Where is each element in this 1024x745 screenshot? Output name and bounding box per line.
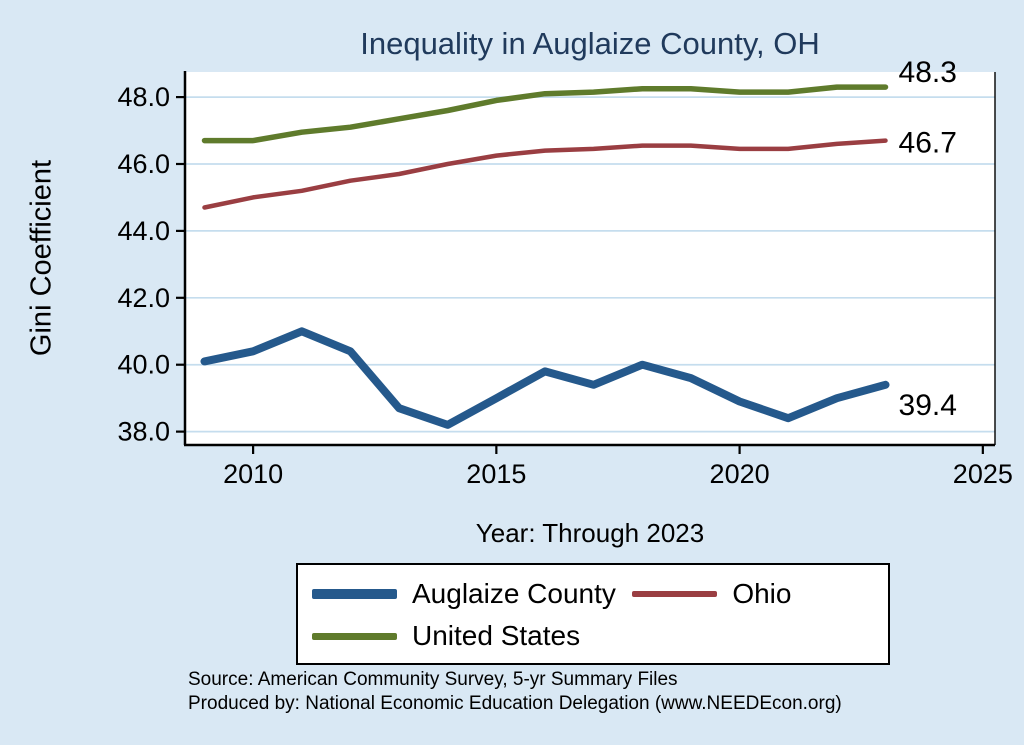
x-axis-label: Year: Through 2023 xyxy=(475,518,705,548)
y-axis-label: Gini Coefficient xyxy=(25,159,58,357)
series-end-label-auglaize-county: 39.4 xyxy=(899,389,957,422)
chart-title: Inequality in Auglaize County, OH xyxy=(360,26,820,61)
series-end-label-ohio: 46.7 xyxy=(899,127,957,160)
series-line-auglaize-county xyxy=(200,327,890,429)
legend-item-ohio: Ohio xyxy=(632,578,874,610)
y-tick-label: 46.0 xyxy=(117,149,170,179)
series-line-united-states xyxy=(201,84,889,144)
source-line-2: Produced by: National Economic Education… xyxy=(188,692,842,714)
legend-item-united-states: United States xyxy=(312,620,632,652)
y-tick-label: 44.0 xyxy=(117,216,170,246)
legend-label: Auglaize County xyxy=(412,578,616,609)
source-note: Source: American Community Survey, 5-yr … xyxy=(188,668,842,716)
legend-label: Ohio xyxy=(732,578,792,609)
x-tick-label: 2015 xyxy=(466,459,526,489)
x-tick-label: 2020 xyxy=(710,459,770,489)
series-line-ohio xyxy=(202,138,888,210)
legend-item-auglaize-county: Auglaize County xyxy=(312,578,632,610)
source-line-1: Source: American Community Survey, 5-yr … xyxy=(188,669,678,690)
y-tick-label: 42.0 xyxy=(117,283,170,313)
legend-label: United States xyxy=(412,620,581,651)
y-tick-label: 48.0 xyxy=(117,82,170,112)
x-tick-label: 2010 xyxy=(223,459,283,489)
y-tick-label: 40.0 xyxy=(117,350,170,380)
y-tick-label: 38.0 xyxy=(117,417,170,447)
legend-line-swatch-auglaize xyxy=(312,589,397,599)
series-end-label-united-states: 48.3 xyxy=(899,56,957,89)
legend-line-swatch-ohio xyxy=(632,591,718,597)
legend-line-swatch-united-states xyxy=(312,632,397,640)
legend-box: Auglaize County Ohio United States xyxy=(296,563,890,665)
x-tick-label: 2025 xyxy=(953,459,1013,489)
